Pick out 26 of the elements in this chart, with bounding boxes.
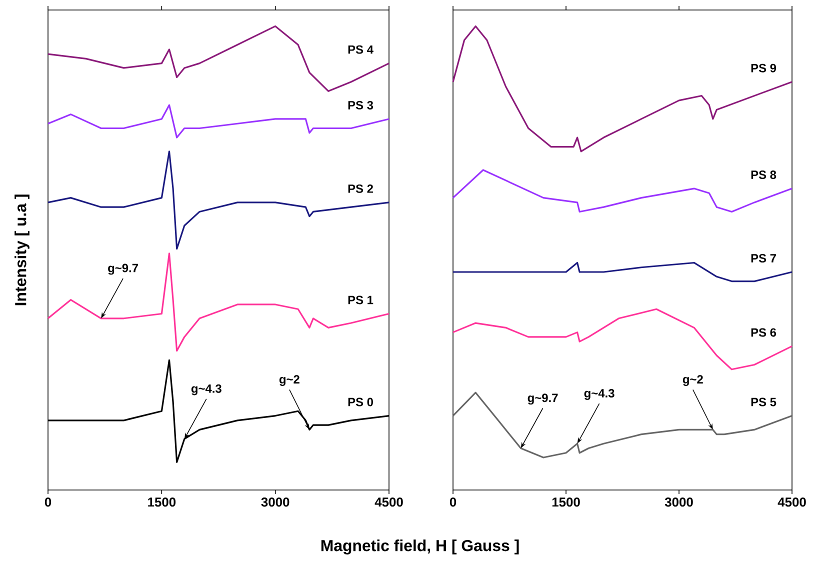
annotation: g~4.3 [191, 384, 222, 396]
x-axis-title: Magnetic field, H [ Gauss ] [321, 540, 519, 554]
series-label: PS 4 [348, 45, 374, 54]
series-label: PS 1 [348, 296, 374, 304]
x-tick-label: 0 [44, 498, 52, 507]
series-label: PS 7 [751, 254, 776, 262]
series-label: PS 3 [348, 100, 374, 110]
x-tick-label: 3000 [664, 498, 693, 507]
x-tick-label: 3000 [261, 498, 290, 507]
annotation: g~4.3 [584, 389, 614, 400]
y-axis-title: Intensity [ u.a ] [14, 194, 30, 306]
x-tick-label: 1500 [148, 498, 176, 507]
annotation: g~2 [682, 375, 703, 386]
annotation: g~2 [279, 375, 300, 386]
series-label: PS 0 [348, 398, 373, 406]
x-tick-label: 1500 [552, 498, 580, 507]
series-label: PS 5 [751, 398, 776, 406]
series-label: PS 2 [348, 184, 373, 193]
annotation: g~9.7 [108, 264, 138, 275]
series-label: PS 8 [751, 170, 776, 180]
x-tick-label: 4500 [374, 498, 403, 507]
series-label: PS 6 [751, 328, 776, 337]
annotation: g~9.7 [528, 394, 558, 405]
series-label: PS 9 [751, 64, 776, 72]
x-tick-label: 4500 [778, 498, 806, 507]
x-tick-label: 0 [450, 498, 456, 507]
